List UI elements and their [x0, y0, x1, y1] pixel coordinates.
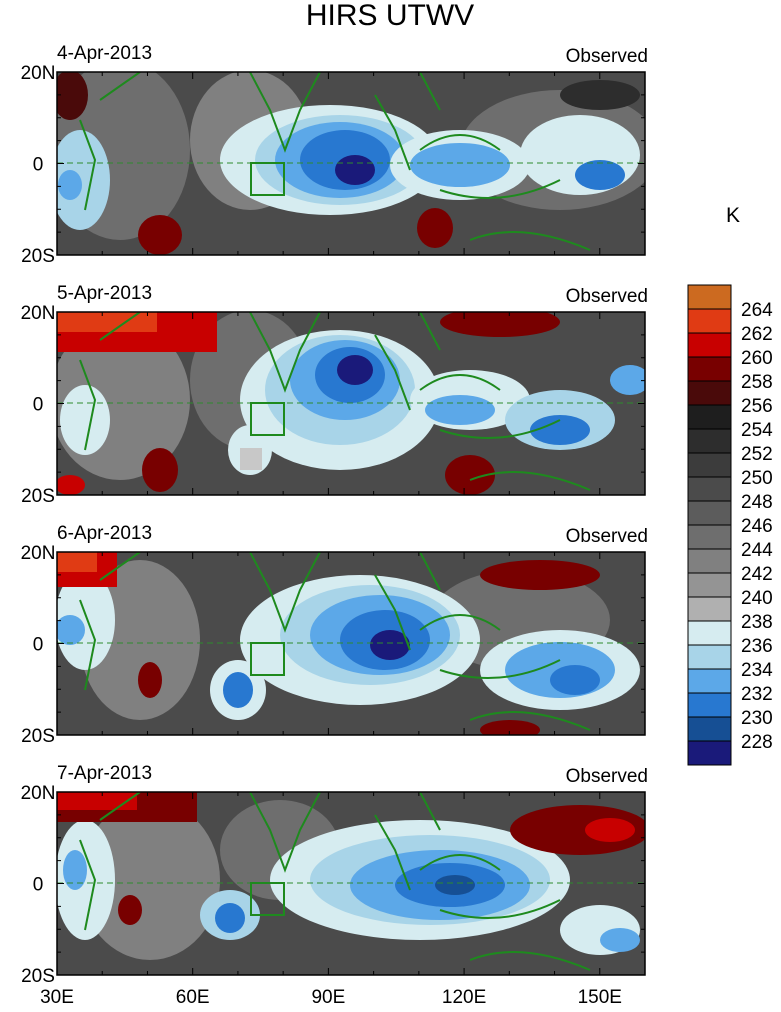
colorbar-label: 244	[741, 540, 773, 561]
colorbar-swatch	[687, 620, 732, 646]
colorbar-swatch	[687, 284, 732, 310]
x-tick-label: 60E	[176, 987, 210, 1008]
colorbar-label: 240	[741, 588, 773, 609]
colorbar-label: 264	[741, 300, 773, 321]
panel-2-date: 5-Apr-2013	[57, 283, 152, 304]
colorbar-swatch	[687, 476, 732, 502]
colorbar-swatch	[687, 596, 732, 622]
x-tick-label: 120E	[442, 987, 486, 1008]
colorbar-label: 260	[741, 348, 773, 369]
colorbar-label: 252	[741, 444, 773, 465]
colorbar-label: 248	[741, 492, 773, 513]
colorbar-swatch	[687, 380, 732, 406]
x-tick-label: 90E	[311, 987, 345, 1008]
panel-3: 6-Apr-2013 Observed	[56, 523, 648, 736]
panel-1-field	[57, 72, 645, 255]
colorbar-label: 228	[741, 732, 773, 753]
panel-1: 4-Apr-2013 Observed	[56, 43, 648, 256]
colorbar-label: 256	[741, 396, 773, 417]
colorbar-label: 246	[741, 516, 773, 537]
y-tick-label: 20S	[21, 966, 55, 987]
colorbar-label: 238	[741, 612, 773, 633]
colorbar-swatch	[687, 644, 732, 670]
colorbar-label: 250	[741, 468, 773, 489]
x-tick-label: 150E	[578, 987, 622, 1008]
colorbar-label: 230	[741, 708, 773, 729]
panel-2-observed-label: Observed	[566, 286, 648, 307]
panel-3-field	[57, 552, 645, 735]
panel-1-observed-label: Observed	[566, 46, 648, 67]
y-tick-label: 0	[33, 395, 44, 416]
colorbar-swatch	[687, 740, 732, 766]
colorbar-swatch	[687, 308, 732, 334]
colorbar-swatch	[687, 452, 732, 478]
colorbar-swatch	[687, 692, 732, 718]
panel-2: 5-Apr-2013 Observed	[56, 283, 648, 496]
colorbar-swatch	[687, 716, 732, 742]
colorbar-swatch	[687, 572, 732, 598]
y-tick-label: 20N	[21, 303, 56, 324]
panel-2-field	[57, 312, 645, 495]
colorbar-label: 242	[741, 564, 773, 585]
colorbar-swatch	[687, 356, 732, 382]
colorbar-swatch	[687, 428, 732, 454]
y-tick-label: 20N	[21, 783, 56, 804]
colorbar-label: 262	[741, 324, 773, 345]
colorbar-label: 254	[741, 420, 773, 441]
colorbar-label: 234	[741, 660, 773, 681]
panel-3-observed-label: Observed	[566, 526, 648, 547]
y-tick-label: 0	[33, 635, 44, 656]
colorbar-swatch	[687, 500, 732, 526]
y-tick-label: 0	[33, 875, 44, 896]
colorbar-swatch	[687, 404, 732, 430]
panel-3-date: 6-Apr-2013	[57, 523, 152, 544]
panel-4-date: 7-Apr-2013	[57, 763, 152, 784]
colorbar-swatch	[687, 548, 732, 574]
colorbar-swatch	[687, 668, 732, 694]
chart-title: HIRS UTWV	[306, 0, 474, 32]
colorbar-label: 258	[741, 372, 773, 393]
colorbar-swatch	[687, 524, 732, 550]
x-tick-label: 30E	[40, 987, 74, 1008]
y-tick-label: 20S	[21, 486, 55, 507]
colorbar: 264 262 260 258 256 254 252 250 248 246 244 242 240 2…	[687, 284, 773, 766]
y-tick-label: 20N	[21, 543, 56, 564]
colorbar-unit-label: K	[726, 204, 740, 227]
colorbar-swatch	[687, 332, 732, 358]
colorbar-label: 236	[741, 636, 773, 657]
y-tick-label: 20S	[21, 246, 55, 267]
panel-1-date: 4-Apr-2013	[57, 43, 152, 64]
y-tick-label: 20S	[21, 726, 55, 747]
y-tick-label: 20N	[21, 63, 56, 84]
y-tick-label: 0	[33, 155, 44, 176]
colorbar-label: 232	[741, 684, 773, 705]
panel-4-observed-label: Observed	[566, 766, 648, 787]
panel-4: 7-Apr-2013 Observed	[56, 763, 648, 976]
